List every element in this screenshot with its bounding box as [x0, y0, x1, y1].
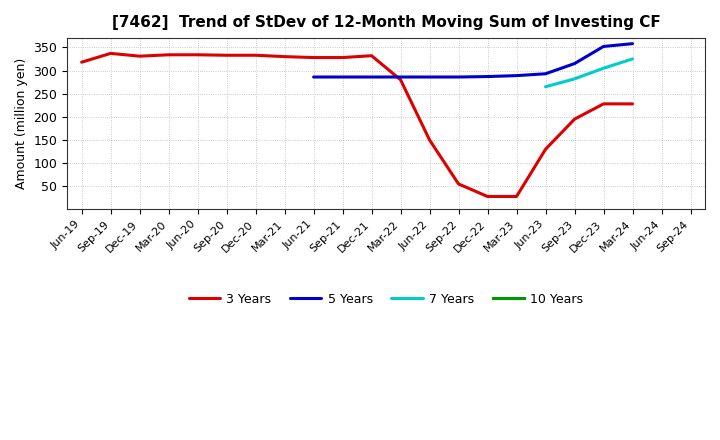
Line: 5 Years: 5 Years [314, 44, 632, 77]
3 Years [541, 147, 550, 152]
3 Years [107, 51, 115, 56]
3 Years [280, 54, 289, 59]
3 Years [570, 117, 579, 122]
5 Years [338, 74, 347, 80]
3 Years [310, 55, 318, 60]
5 Years [541, 71, 550, 77]
3 Years [135, 54, 144, 59]
3 Years [599, 101, 608, 106]
5 Years [310, 74, 318, 80]
Legend: 3 Years, 5 Years, 7 Years, 10 Years: 3 Years, 5 Years, 7 Years, 10 Years [184, 288, 588, 311]
Y-axis label: Amount (million yen): Amount (million yen) [15, 58, 28, 189]
7 Years [570, 76, 579, 81]
3 Years [628, 101, 636, 106]
5 Years [599, 44, 608, 49]
3 Years [367, 53, 376, 59]
3 Years [164, 52, 173, 58]
3 Years [454, 181, 463, 187]
3 Years [251, 53, 260, 58]
5 Years [483, 74, 492, 79]
5 Years [426, 74, 434, 80]
Line: 3 Years: 3 Years [81, 53, 632, 197]
3 Years [512, 194, 521, 199]
5 Years [512, 73, 521, 78]
Title: [7462]  Trend of StDev of 12-Month Moving Sum of Investing CF: [7462] Trend of StDev of 12-Month Moving… [112, 15, 660, 30]
5 Years [396, 74, 405, 80]
3 Years [193, 52, 202, 58]
3 Years [338, 55, 347, 60]
5 Years [628, 41, 636, 46]
3 Years [483, 194, 492, 199]
5 Years [570, 61, 579, 66]
3 Years [396, 77, 405, 82]
5 Years [367, 74, 376, 80]
7 Years [599, 66, 608, 71]
5 Years [454, 74, 463, 80]
3 Years [77, 59, 86, 65]
7 Years [541, 84, 550, 89]
7 Years [628, 56, 636, 62]
3 Years [222, 53, 231, 58]
3 Years [426, 137, 434, 143]
Line: 7 Years: 7 Years [546, 59, 632, 87]
